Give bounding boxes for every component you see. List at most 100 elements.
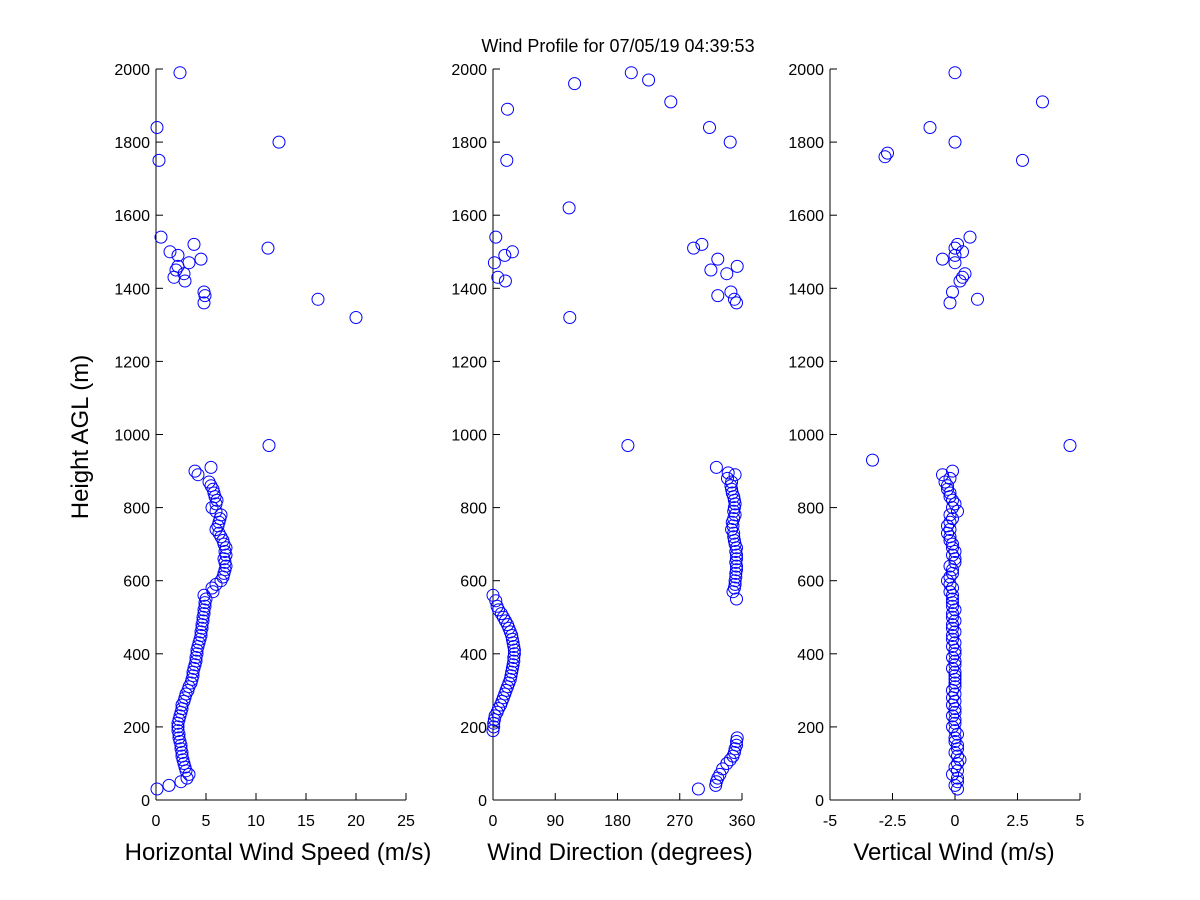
- data-point: [163, 245, 177, 259]
- data-point: [507, 647, 521, 661]
- data-point: [948, 241, 962, 255]
- data-point: [724, 285, 738, 299]
- data-point: [721, 466, 735, 480]
- subplot-direction: 0 200 400 600 800 1000 1200 1400 1600 1800 2000 0 90…: [451, 62, 755, 866]
- data-point: [946, 698, 959, 712]
- data-point: [946, 610, 959, 624]
- data-point: [948, 746, 962, 759]
- data-point: [948, 702, 962, 716]
- data-point: [946, 588, 959, 602]
- data-point: [202, 475, 216, 489]
- data-point: [486, 588, 500, 602]
- data-point: [725, 475, 739, 489]
- data-point: [687, 241, 701, 255]
- data-point: [923, 121, 937, 134]
- y-tick-label: 0: [478, 793, 487, 810]
- data-point: [948, 555, 962, 569]
- data-point: [951, 237, 964, 251]
- data-point: [349, 311, 363, 324]
- data-point: [956, 270, 969, 284]
- data-point: [948, 497, 962, 511]
- data-point: [948, 636, 962, 650]
- data-point: [205, 581, 219, 595]
- data-point: [936, 468, 949, 482]
- data-point: [971, 292, 984, 306]
- data-point: [621, 439, 635, 452]
- data-point: [568, 77, 582, 91]
- data-point: [494, 607, 508, 621]
- data-point: [194, 252, 208, 266]
- data-point: [946, 607, 959, 621]
- data-point: [730, 552, 743, 566]
- y-tick-label: 1200: [114, 354, 150, 371]
- data-point: [695, 237, 709, 251]
- y-tick-label: 200: [797, 720, 824, 737]
- data-point: [946, 618, 959, 632]
- data-point: [941, 479, 954, 493]
- data-point: [946, 661, 959, 675]
- y-tick-label: 1400: [788, 281, 824, 298]
- x-tick-label: 0: [489, 813, 498, 830]
- data-point: [946, 592, 959, 606]
- data-point: [948, 643, 962, 657]
- x-axis-label: Wind Direction (degrees): [487, 839, 752, 866]
- data-point: [941, 574, 954, 588]
- data-point: [948, 625, 962, 639]
- data-point: [948, 647, 962, 661]
- data-point: [194, 629, 208, 642]
- data-point: [948, 545, 962, 558]
- data-point: [948, 248, 962, 262]
- data-point: [189, 654, 203, 668]
- y-tick-label: 2000: [788, 62, 824, 79]
- x-tick-label: 0: [152, 813, 161, 830]
- data-point: [948, 256, 962, 270]
- y-tick-label: 1000: [451, 428, 487, 445]
- data-point: [943, 570, 957, 584]
- data-point: [951, 782, 964, 796]
- data-point: [951, 775, 964, 789]
- data-point: [948, 676, 962, 690]
- data-point: [209, 577, 223, 591]
- y-tick-label: 1400: [451, 281, 487, 298]
- y-tick-label: 1800: [451, 135, 487, 152]
- data-point: [943, 486, 957, 500]
- y-tick-label: 600: [460, 574, 487, 591]
- data-point: [624, 66, 638, 80]
- data-point: [262, 439, 276, 452]
- data-point: [720, 757, 734, 770]
- y-tick-label: 600: [797, 574, 824, 591]
- data-point: [730, 731, 744, 745]
- data-point: [197, 296, 211, 310]
- data-point: [948, 687, 962, 701]
- x-tick-label: 5: [1076, 813, 1085, 830]
- data-point: [943, 534, 957, 547]
- data-point: [956, 245, 969, 259]
- data-point: [943, 523, 957, 536]
- data-point: [721, 471, 734, 485]
- data-point: [664, 95, 678, 109]
- y-tick-label: 1800: [114, 135, 150, 152]
- data-point: [1016, 153, 1029, 167]
- data-point: [727, 526, 741, 540]
- data-point: [704, 263, 718, 277]
- x-tick-label: 270: [666, 813, 693, 830]
- data-point: [171, 720, 185, 734]
- data-point: [505, 245, 519, 259]
- data-point: [186, 669, 200, 683]
- data-point: [162, 778, 176, 792]
- data-point: [491, 270, 505, 284]
- x-axis-label: Horizontal Wind Speed (m/s): [125, 839, 432, 866]
- data-point: [948, 716, 962, 730]
- y-tick-label: 1600: [788, 208, 824, 225]
- data-point: [204, 460, 218, 474]
- x-axis-label: Vertical Wind (m/s): [853, 839, 1054, 866]
- data-point: [563, 311, 577, 324]
- y-tick-label: 400: [123, 647, 150, 664]
- data-point: [943, 530, 957, 544]
- data-point: [958, 267, 972, 281]
- data-point: [727, 292, 741, 306]
- data-point: [953, 274, 967, 288]
- data-point: [948, 603, 962, 617]
- data-point: [720, 267, 734, 281]
